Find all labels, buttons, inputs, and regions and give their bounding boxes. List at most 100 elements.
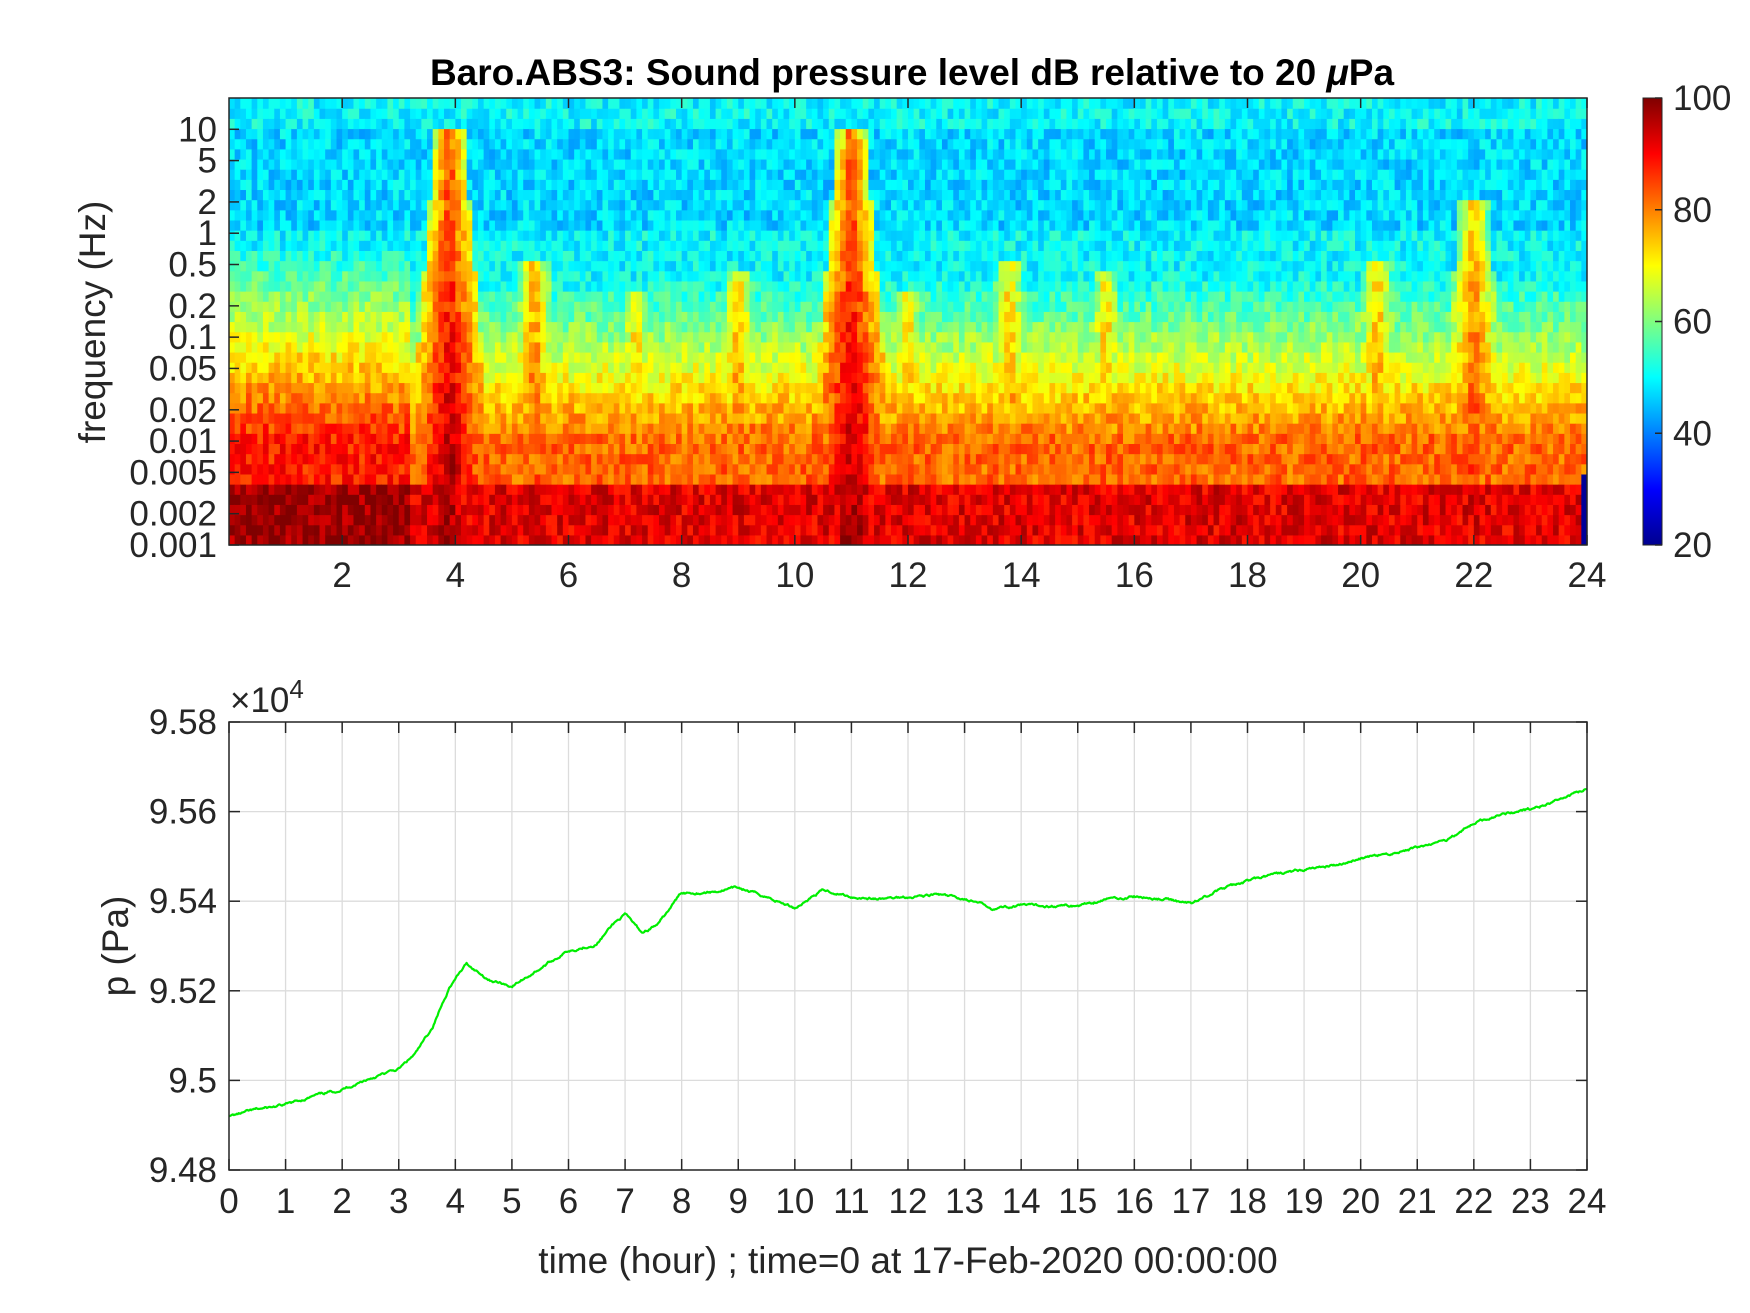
- spectrogram-cell: [291, 98, 298, 109]
- spectrogram-cell: [806, 138, 813, 150]
- spectrogram-cell: [721, 351, 728, 363]
- spectrogram-cell: [511, 534, 519, 545]
- spectrogram-cell: [772, 209, 779, 221]
- spectrogram-cell: [319, 473, 326, 485]
- spectrogram-cell: [245, 321, 253, 333]
- spectrogram-cell: [517, 179, 524, 191]
- spectrogram-cell: [625, 423, 632, 434]
- spectrogram-cell: [715, 138, 722, 150]
- spectrogram-cell: [568, 351, 575, 363]
- spectrogram-cell: [845, 280, 853, 292]
- spectrogram-cell: [245, 240, 253, 251]
- spectrogram-cell: [268, 443, 275, 455]
- spectrogram-cell: [591, 260, 598, 272]
- spectrogram-cell: [715, 118, 722, 130]
- spectrogram-cell: [704, 331, 711, 343]
- spectrogram-cell: [840, 189, 847, 201]
- spectrogram-cell: [834, 169, 841, 180]
- spectrogram-cell: [806, 362, 813, 373]
- spectrogram-cell: [783, 321, 790, 333]
- spectrogram-cell: [613, 341, 621, 353]
- spectrogram-cell: [421, 301, 428, 312]
- spectrogram-cell: [557, 240, 564, 251]
- spectrogram-cell: [534, 351, 541, 363]
- spectrogram-cell: [840, 128, 847, 140]
- spectrogram-cell: [472, 260, 479, 272]
- spectrogram-cell: [772, 351, 779, 363]
- spectrogram-cell: [398, 98, 406, 109]
- spectrogram-cell: [811, 169, 819, 180]
- spectrogram-cell: [783, 270, 790, 282]
- spectrogram-cell: [500, 311, 507, 323]
- spectrogram-cell: [709, 158, 717, 170]
- spectrogram-cell: [823, 453, 830, 465]
- spectrogram-cell: [664, 372, 671, 384]
- spectrogram-cell: [596, 331, 604, 343]
- spectrogram-cell: [579, 108, 587, 119]
- spectrogram-cell: [483, 148, 490, 160]
- spectrogram-cell: [692, 118, 700, 130]
- spectrogram-cell: [851, 484, 858, 495]
- spectrogram-cell: [415, 402, 422, 414]
- spectrogram-cell: [772, 169, 779, 180]
- spectrogram-cell: [376, 169, 383, 180]
- spectrogram-cell: [262, 291, 270, 302]
- spectrogram-cell: [642, 179, 649, 191]
- spectrogram-cell: [743, 260, 751, 272]
- spectrogram-cell: [670, 169, 677, 180]
- spectrogram-cell: [840, 534, 847, 545]
- spectrogram-cell: [506, 199, 513, 211]
- spectrogram-cell: [387, 423, 394, 434]
- spectrogram-cell: [432, 301, 439, 312]
- spectrogram-cell: [376, 179, 383, 191]
- spectrogram-cell: [506, 372, 513, 384]
- spectrogram-cell: [364, 372, 372, 384]
- spectrogram-cell: [240, 199, 247, 211]
- spectrogram-cell: [602, 199, 609, 211]
- spectrogram-cell: [851, 250, 858, 262]
- spectrogram-cell: [817, 311, 824, 323]
- spectrogram-cell: [800, 291, 807, 302]
- spectrogram-cell: [709, 189, 717, 201]
- spectrogram-cell: [777, 372, 785, 384]
- spectrogram-cell: [857, 219, 864, 231]
- spectrogram-cell: [596, 280, 604, 292]
- spectrogram-cell: [229, 534, 236, 545]
- spectrogram-cell: [636, 504, 643, 516]
- spectrogram-cell: [687, 311, 694, 323]
- spectrogram-cell: [432, 179, 439, 191]
- spectrogram-cell: [630, 494, 637, 505]
- spectrogram-cell: [794, 433, 802, 445]
- spectrogram-cell: [766, 372, 773, 384]
- spectrogram-cell: [596, 463, 604, 475]
- spectrogram-cell: [811, 280, 819, 292]
- spectrogram-cell: [568, 179, 575, 191]
- spectrogram-cell: [692, 280, 700, 292]
- spectrogram-cell: [455, 321, 462, 333]
- spectrogram-cell: [608, 504, 615, 516]
- spectrogram-cell: [262, 382, 270, 394]
- spectrogram-cell: [438, 189, 445, 201]
- spectrogram-cell: [749, 341, 756, 353]
- spectrogram-cell: [370, 341, 377, 353]
- spectrogram-cell: [857, 250, 864, 262]
- spectrogram-cell: [642, 392, 649, 404]
- spectrogram-cell: [511, 148, 519, 160]
- spectrogram-cell: [772, 138, 779, 150]
- spectrogram-cell: [851, 301, 858, 312]
- spectrogram-cell: [806, 118, 813, 130]
- spectrogram-cell: [489, 443, 496, 455]
- spectrogram-cell: [613, 118, 621, 130]
- spectrogram-cell: [347, 108, 355, 119]
- spectrogram-cell: [427, 199, 434, 211]
- spectrogram-cell: [370, 453, 377, 465]
- spectrogram-cell: [749, 514, 756, 526]
- spectrogram-cell: [721, 118, 728, 130]
- spectrogram-cell: [755, 138, 762, 150]
- spectrogram-cell: [625, 280, 632, 292]
- spectrogram-cell: [432, 98, 439, 109]
- spectrogram-cell: [455, 199, 462, 211]
- spectrogram-cell: [313, 463, 321, 475]
- spectrogram-cell: [353, 158, 360, 170]
- spectrogram-cell: [800, 250, 807, 262]
